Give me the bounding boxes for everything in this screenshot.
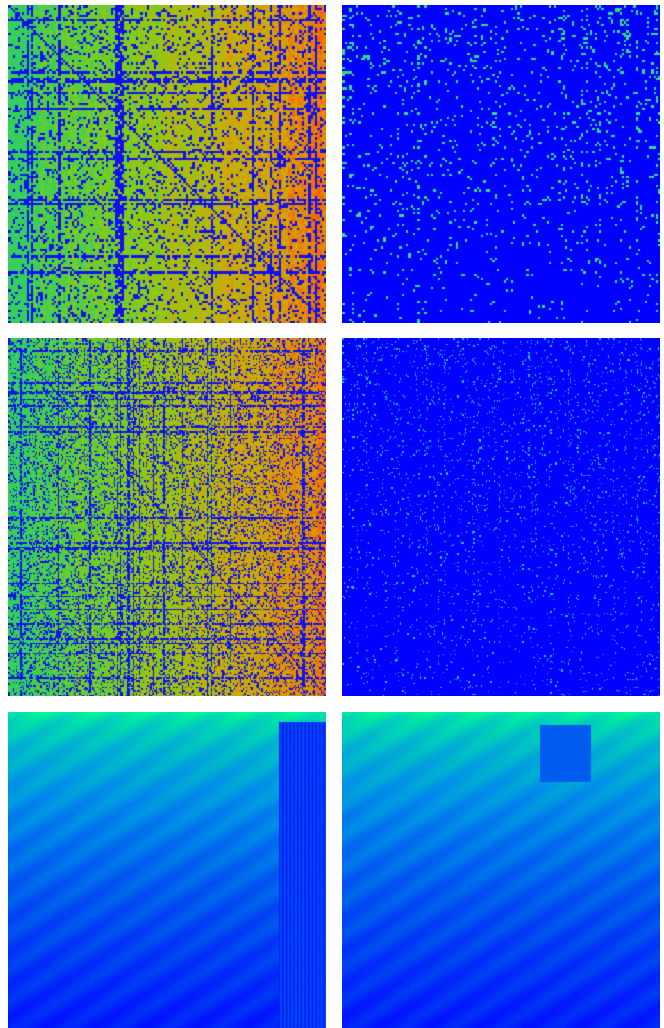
smooth-field-heatmap-bottom-right — [342, 712, 660, 1028]
heatmap-canvas — [342, 712, 660, 1028]
heatmap-canvas — [8, 712, 326, 1028]
sparse-matrix-heatmap-top-right — [342, 5, 660, 323]
sparse-matrix-heatmap-middle-right — [342, 338, 660, 696]
heatmap-canvas — [8, 5, 326, 323]
dense-matrix-heatmap-top-left — [8, 5, 326, 323]
dense-matrix-heatmap-middle-left — [8, 338, 326, 696]
heatmap-canvas — [342, 5, 660, 323]
heatmap-canvas — [342, 338, 660, 696]
smooth-field-heatmap-bottom-left — [8, 712, 326, 1028]
heatmap-canvas — [8, 338, 326, 696]
